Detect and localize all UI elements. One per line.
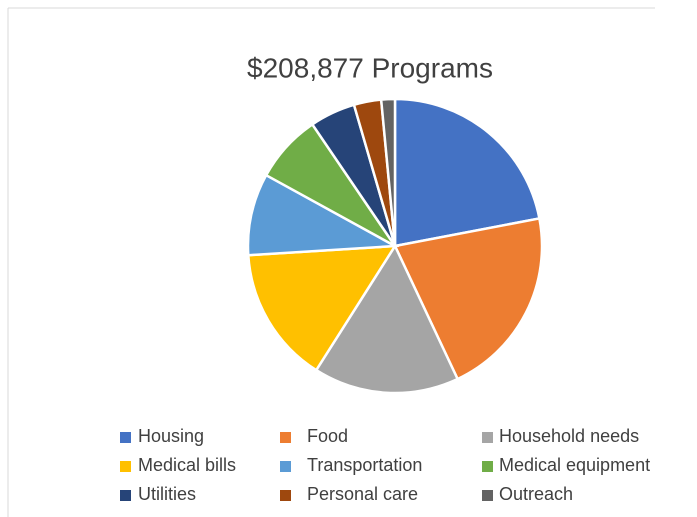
legend-swatch: [280, 432, 291, 443]
legend-swatch: [280, 490, 291, 501]
legend-label: Medical bills: [138, 455, 236, 475]
chart-title: $208,877 Programs: [247, 52, 493, 83]
pie-slice: [314, 243, 460, 395]
pie: [246, 97, 544, 395]
legend-label: Utilities: [138, 484, 196, 504]
legend: Housing Food Household needs Medical bills T…: [120, 426, 650, 504]
legend-label: Housing: [138, 426, 204, 446]
pie-slice: [379, 97, 397, 247]
pie-slice: [246, 244, 398, 372]
legend-label: Personal care: [307, 484, 418, 504]
legend-label: Medical equipment: [499, 455, 650, 475]
legend-swatch: [120, 461, 131, 472]
legend-swatch: [280, 461, 291, 472]
legend-label: Household needs: [499, 426, 639, 446]
pie-slice: [393, 97, 541, 248]
legend-label: Outreach: [499, 484, 573, 504]
legend-swatch: [482, 490, 493, 501]
legend-swatch: [482, 432, 493, 443]
legend-swatch: [120, 432, 131, 443]
legend-swatch: [482, 461, 493, 472]
pie-slice: [246, 173, 400, 257]
pie-slice: [393, 216, 544, 381]
legend-swatch: [120, 490, 131, 501]
legend-label: Food: [307, 426, 348, 446]
legend-label: Transportation: [307, 455, 422, 475]
